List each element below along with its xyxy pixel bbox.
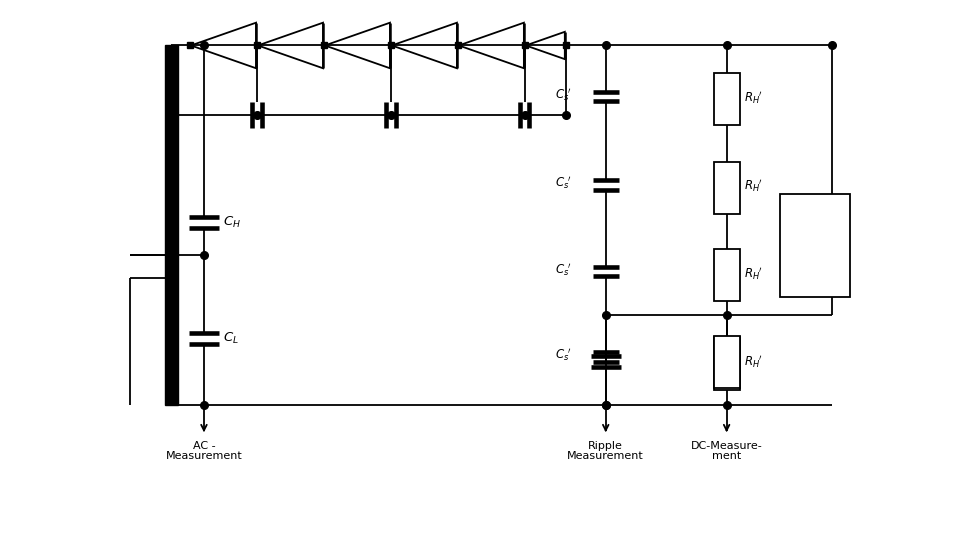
Text: $C_L$: $C_L$ [224, 331, 239, 346]
Bar [713, 335, 739, 388]
Text: ment: ment [712, 451, 741, 461]
Text: $C_s{}'$: $C_s{}'$ [555, 175, 572, 191]
Text: $C_s{}'$: $C_s{}'$ [555, 87, 572, 103]
Text: Measurement: Measurement [166, 451, 242, 461]
Text: Ripple: Ripple [589, 441, 623, 450]
Bar [713, 338, 739, 390]
Bar [165, 45, 178, 406]
Bar [713, 249, 739, 301]
Text: TO: TO [805, 238, 825, 253]
Text: $R_H{}'$: $R_H{}'$ [744, 265, 763, 282]
Bar [713, 73, 739, 125]
Text: $R_H{}'$: $R_H{}'$ [744, 178, 763, 194]
Text: $C_s{}'$: $C_s{}'$ [555, 347, 572, 363]
Text: Measurement: Measurement [567, 451, 644, 461]
Text: DC-Measure-: DC-Measure- [691, 441, 762, 450]
Bar [780, 195, 850, 296]
Text: $R_H{}'$: $R_H{}'$ [744, 353, 763, 370]
Text: $R_H{}'$: $R_H{}'$ [744, 89, 763, 106]
Text: $C_H$: $C_H$ [224, 215, 241, 230]
Bar [713, 162, 739, 214]
Text: $C_s{}'$: $C_s{}'$ [555, 261, 572, 278]
Text: AC -: AC - [193, 441, 215, 450]
